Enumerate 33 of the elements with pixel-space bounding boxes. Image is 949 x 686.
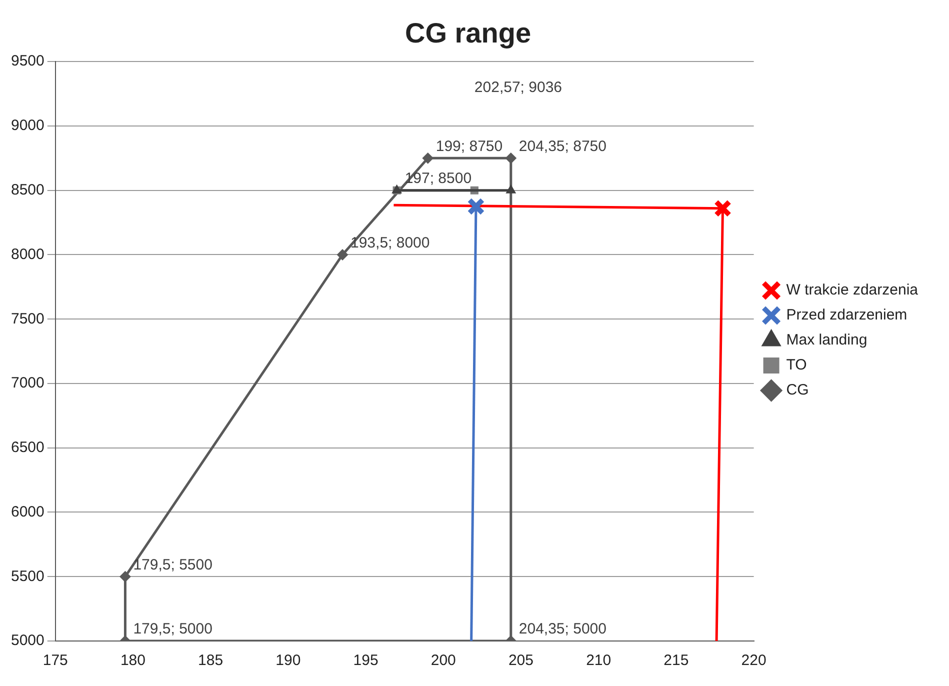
x-tick-label: 185 [198, 652, 224, 670]
y-tick-label: 9500 [10, 52, 44, 70]
annotation: 179,5; 5500 [133, 556, 212, 574]
legend-label: W trakcie zdarzenia [786, 282, 919, 299]
legend-label: TO [786, 356, 807, 374]
annotation: 204,35; 5000 [518, 620, 606, 638]
y-tick-label: 8000 [10, 246, 44, 263]
x-tick-label: 180 [120, 652, 146, 670]
annotation: 204,35; 8750 [518, 138, 606, 155]
x-tick-label: 210 [586, 652, 612, 670]
y-tick-label: 7500 [10, 310, 44, 328]
y-tick-label: 6000 [10, 503, 44, 520]
annotation: 199; 8750 [436, 138, 503, 155]
x-tick-label: 220 [741, 652, 766, 670]
x-tick-label: 195 [353, 652, 378, 670]
chart-title: CG range [404, 18, 532, 49]
x-tick-label: 190 [276, 652, 301, 670]
y-tick-label: 5500 [10, 568, 44, 585]
x-tick-label: 175 [42, 652, 68, 670]
legend-label: CG [786, 382, 809, 399]
legend-label: Max landing [786, 332, 868, 349]
x-tick-label: 205 [508, 652, 534, 670]
annotation: 202,57; 9036 [474, 79, 562, 96]
annotation: 193,5; 8000 [350, 234, 430, 252]
x-tick-label: 215 [664, 652, 689, 670]
y-tick-label: 9000 [10, 117, 44, 134]
legend-label: Przed zdarzeniem [786, 306, 908, 324]
x-tick-label: 200 [430, 652, 456, 670]
y-tick-label: 7000 [10, 374, 44, 392]
y-tick-label: 8500 [10, 181, 44, 198]
annotation: 179,5; 5000 [133, 620, 212, 638]
y-tick-label: 6500 [10, 439, 44, 456]
y-tick-label: 5000 [10, 632, 44, 650]
